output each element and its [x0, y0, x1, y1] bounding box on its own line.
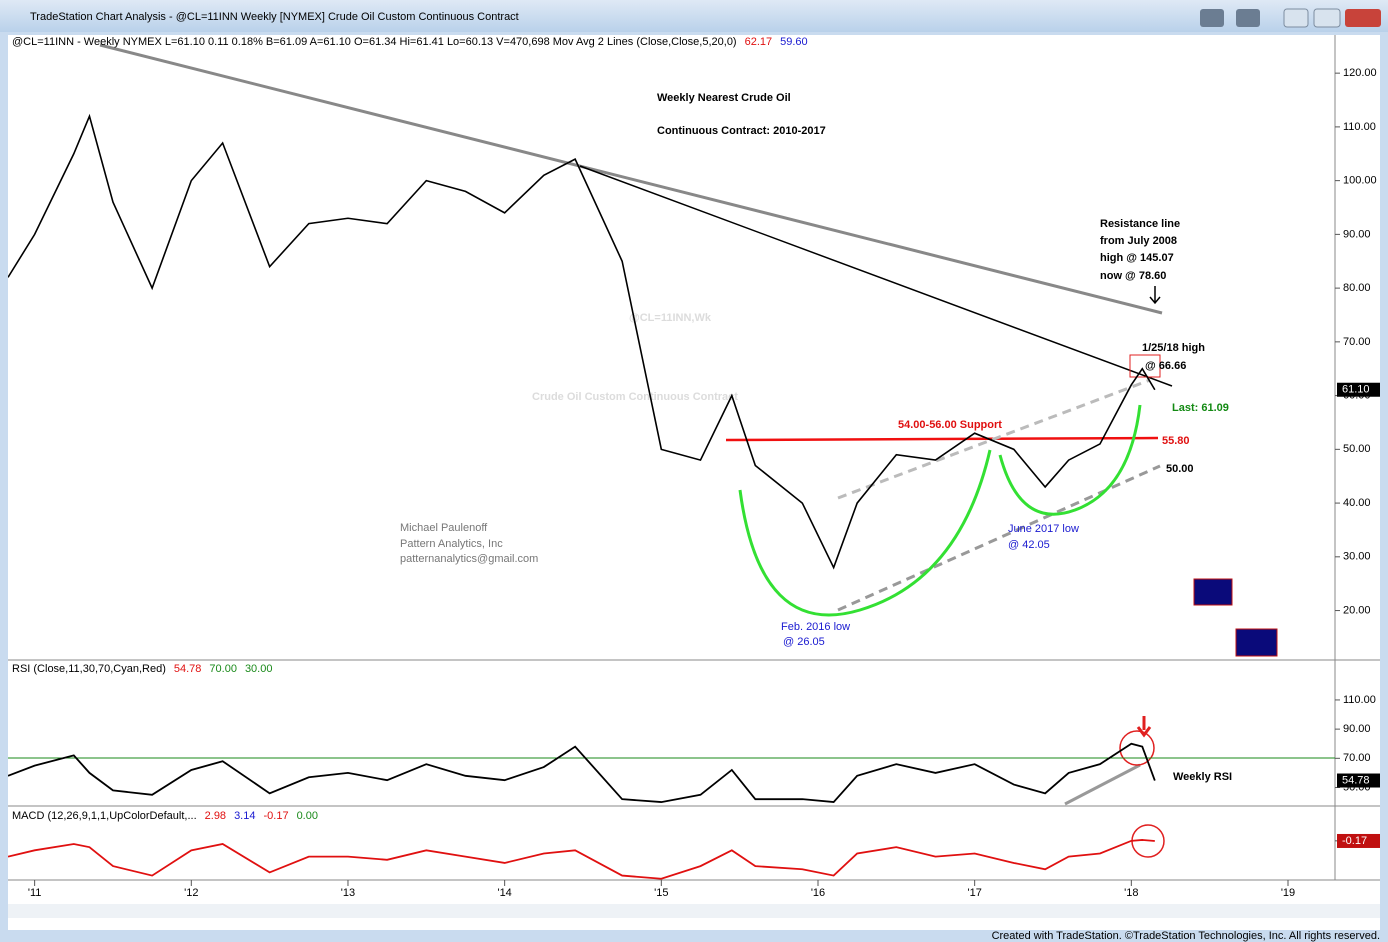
minimize-button[interactable] [1283, 8, 1309, 28]
annotation: now @ 78.60 [1100, 270, 1166, 282]
price-line [8, 113, 1156, 570]
window-title: TradeStation Chart Analysis - @CL=11INN … [30, 11, 519, 23]
drawings [8, 43, 1335, 858]
price-tag-bg [1337, 382, 1380, 397]
saucer-arc [998, 404, 1142, 516]
x-tick-label: '17 [967, 887, 981, 899]
annotation: @ 66.66 [1145, 360, 1186, 372]
price-tag: 61.10 [1342, 384, 1370, 396]
annotation: 1/25/18 high [1142, 342, 1205, 354]
y-tick-label: 20.00 [1343, 604, 1371, 616]
chart-title: Weekly Nearest Crude Oil [657, 92, 791, 104]
resistance-line [99, 43, 1163, 315]
channel-line [837, 378, 1151, 500]
pane-header: @CL=11INN - Weekly NYMEX L=61.10 0.11 0.… [12, 36, 808, 48]
annotation: Feb. 2016 low [781, 621, 850, 633]
annotation: Michael Paulenoff [400, 522, 488, 534]
annotation: 50.00 [1166, 463, 1194, 475]
header-item: @CL=11INN - Weekly NYMEX L=61.10 0.11 0.… [12, 36, 737, 48]
arrow [1149, 286, 1161, 305]
annotation: Last: 61.09 [1172, 402, 1229, 414]
scrollbar[interactable] [8, 904, 1380, 918]
highlight-circle [1119, 730, 1155, 766]
y-tick-label: 110.00 [1343, 694, 1376, 706]
annotation: @ 26.05 [783, 636, 825, 648]
annotation: high @ 145.07 [1100, 252, 1174, 264]
price-line [8, 742, 1156, 804]
y-tick-label: 50.00 [1343, 443, 1371, 455]
annotation: Resistance line [1100, 218, 1180, 230]
price-tag-bg [1337, 833, 1380, 848]
y-tick-label: 80.00 [1343, 282, 1371, 294]
annotation: patternanalytics@gmail.com [400, 553, 538, 565]
title-bar [0, 0, 1388, 32]
rsi-trend-line [1064, 763, 1141, 806]
x-tick-label: '11 [28, 887, 42, 899]
x-tick-label: '12 [184, 887, 198, 899]
x-tick-label: '15 [654, 887, 668, 899]
y-tick-label: 70.00 [1343, 752, 1371, 764]
pane-plot [8, 839, 1155, 880]
price-tag-bg [1337, 773, 1380, 788]
trend-line [579, 165, 1173, 387]
header-item: 59.60 [780, 36, 808, 48]
annotation: 55.80 [1162, 435, 1190, 447]
price-tag: -0.17 [1342, 835, 1367, 847]
header-item: 2.98 [205, 810, 226, 822]
x-tick-label: '14 [497, 887, 511, 899]
header-item: -0.17 [263, 810, 288, 822]
support-line [725, 436, 1159, 442]
annotation: Pattern Analytics, Inc [400, 538, 503, 550]
pane-header: MACD (12,26,9,1,1,UpColorDefault,... 2.98… [12, 810, 318, 822]
chart-subtitle: Continuous Contract: 2010-2017 [657, 125, 826, 137]
marker-box [1193, 578, 1233, 606]
maximize-button[interactable] [1313, 8, 1341, 28]
header-item: MACD (12,26,9,1,1,UpColorDefault,... [12, 810, 197, 822]
pane-plot [8, 113, 1156, 570]
y-tick-label: 90.00 [1343, 228, 1371, 240]
x-tick-label: '16 [811, 887, 825, 899]
footer: Created with TradeStation. ©TradeStation… [992, 930, 1380, 942]
y-tick-label: 90.00 [1343, 723, 1371, 735]
close-button[interactable] [1345, 9, 1381, 27]
annotation: from July 2008 [1100, 235, 1177, 247]
price-tag: 54.78 [1342, 774, 1370, 786]
price-line [8, 839, 1155, 880]
header-item: 70.00 [209, 663, 237, 675]
header-item: RSI (Close,11,30,70,Cyan,Red) [12, 663, 166, 675]
saucer-arc [738, 449, 992, 617]
highlight-box [1129, 354, 1161, 378]
x-tick-label: '13 [341, 887, 355, 899]
y-tick-label: 110.00 [1343, 121, 1376, 133]
annotation: June 2017 low [1008, 523, 1079, 535]
annotation: Weekly RSI [1173, 771, 1232, 783]
annotation: 54.00-56.00 Support [898, 419, 1002, 431]
header-item: 54.78 [174, 663, 202, 675]
header-item: 30.00 [245, 663, 273, 675]
x-tick-label: '19 [1281, 887, 1295, 899]
pane-header: RSI (Close,11,30,70,Cyan,Red) 54.78 70.00 3… [12, 663, 272, 675]
watermark: @CL=11INN,Wk [629, 312, 712, 324]
pane-plot [8, 742, 1156, 804]
y-tick-label: 70.00 [1343, 336, 1371, 348]
header-item: 0.00 [297, 810, 318, 822]
button[interactable] [1236, 9, 1260, 27]
header-item: 3.14 [234, 810, 255, 822]
y-tick-label: 100.00 [1343, 175, 1377, 187]
annotation: @ 42.05 [1008, 539, 1050, 551]
header-item: 62.17 [745, 36, 773, 48]
y-tick-label: 40.00 [1343, 497, 1371, 509]
marker-box [1235, 628, 1278, 657]
y-tick-label: 30.00 [1343, 551, 1371, 563]
x-tick-label: '18 [1124, 887, 1138, 899]
arrow [1136, 716, 1152, 738]
chart-area [8, 35, 1380, 930]
watermark: Crude Oil Custom Continuous Contract [532, 391, 738, 403]
y-tick-label: 120.00 [1343, 67, 1377, 79]
button[interactable] [1200, 9, 1224, 27]
